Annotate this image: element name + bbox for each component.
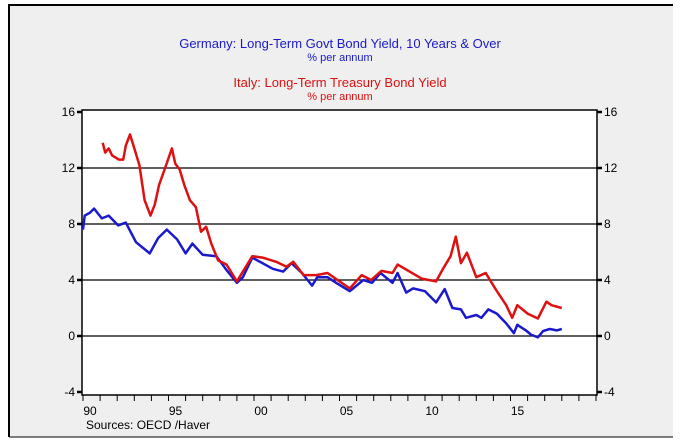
y-tick-label-right: 8: [604, 217, 611, 231]
y-tick-label-right: 16: [604, 105, 618, 119]
y-tick-label-left: -4: [64, 385, 75, 399]
y-tick-label-left: 8: [68, 217, 75, 231]
y-tick-label-left: 0: [68, 329, 75, 343]
x-tick-label: 00: [254, 404, 268, 418]
unit-germany: % per annum: [307, 52, 372, 64]
x-tick-label: 10: [425, 404, 439, 418]
unit-italy: % per annum: [307, 91, 372, 103]
series-line-italy: [101, 133, 563, 320]
y-tick-label-right: 12: [604, 161, 618, 175]
x-tick-label: 90: [83, 404, 97, 418]
y-tick-label-right: 0: [604, 329, 611, 343]
series-line-germany: [81, 207, 563, 339]
title-italy: Italy: Long-Term Treasury Bond Yield: [233, 75, 446, 90]
y-tick-label-left: 16: [62, 105, 76, 119]
y-tick-label-left: 12: [62, 161, 76, 175]
x-tick-label: 15: [511, 404, 525, 418]
x-tick-label: 95: [169, 404, 183, 418]
y-tick-label-left: 4: [68, 273, 75, 287]
y-tick-label-right: 4: [604, 273, 611, 287]
y-tick-label-right: -4: [604, 385, 615, 399]
x-tick-label: 05: [340, 404, 354, 418]
plot-area: [81, 109, 598, 396]
title-germany: Germany: Long-Term Govt Bond Yield, 10 Y…: [179, 36, 501, 51]
frame-border: [8, 4, 673, 437]
source-note: Sources: OECD /Haver: [86, 418, 210, 432]
